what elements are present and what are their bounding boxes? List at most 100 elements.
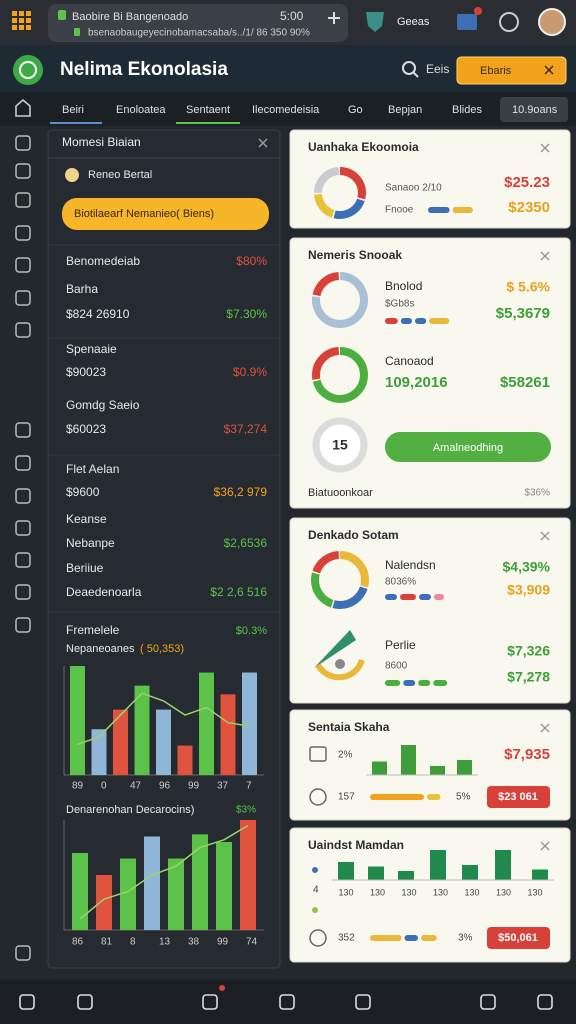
tab[interactable]: Go bbox=[348, 104, 363, 116]
nav-icon[interactable] bbox=[279, 994, 295, 1010]
home-icon[interactable] bbox=[15, 98, 31, 117]
card-title: Sentaia Skaha bbox=[308, 720, 390, 734]
sidebar-icon[interactable] bbox=[15, 617, 31, 633]
row-value: $80% bbox=[236, 254, 267, 268]
sidebar-icon[interactable] bbox=[15, 422, 31, 438]
nav-icon[interactable] bbox=[19, 994, 35, 1010]
tab[interactable]: Blides bbox=[452, 104, 482, 116]
card-icon bbox=[309, 788, 327, 806]
tab[interactable]: 10.9oans bbox=[512, 104, 558, 116]
bar bbox=[70, 666, 85, 775]
nav-icon[interactable] bbox=[355, 994, 371, 1010]
tab-pill[interactable] bbox=[500, 97, 568, 122]
menu-icon[interactable] bbox=[26, 11, 31, 16]
sidebar-icon[interactable] bbox=[15, 488, 31, 504]
bar bbox=[457, 760, 472, 775]
badge bbox=[474, 7, 482, 15]
sidebar-icon[interactable] bbox=[15, 163, 31, 179]
menu-icon[interactable] bbox=[12, 25, 17, 30]
tab[interactable]: Ilecomedeisia bbox=[252, 104, 320, 116]
x-tick-label: 130 bbox=[496, 887, 511, 897]
header-button[interactable] bbox=[456, 56, 567, 85]
sidebar-icon[interactable] bbox=[15, 584, 31, 600]
menu-icon[interactable] bbox=[19, 18, 24, 23]
row-value: $2,6536 bbox=[224, 536, 268, 550]
bar bbox=[372, 761, 387, 775]
search-icon bbox=[412, 71, 419, 78]
nav-icon[interactable] bbox=[480, 994, 496, 1010]
button-label[interactable]: $50,061 bbox=[498, 932, 538, 944]
metric-label: Bnolod bbox=[385, 279, 422, 293]
search-label[interactable]: Eeis bbox=[426, 62, 449, 76]
tab[interactable]: Bepjan bbox=[388, 104, 422, 116]
progress-segment bbox=[400, 318, 412, 324]
row-label: Beriiue bbox=[66, 561, 104, 575]
sidebar-icon[interactable] bbox=[15, 552, 31, 568]
button-label[interactable]: $23 061 bbox=[498, 791, 538, 803]
row-label: $824 26910 bbox=[66, 307, 130, 321]
value-button[interactable] bbox=[487, 927, 550, 949]
chart-subtitle-value: ( 50,353) bbox=[140, 643, 184, 655]
menu-icon[interactable] bbox=[12, 18, 17, 23]
badge bbox=[219, 985, 225, 991]
progress-segment bbox=[385, 680, 401, 686]
browser-tab[interactable] bbox=[48, 4, 348, 42]
close-icon bbox=[540, 723, 550, 733]
bar bbox=[398, 871, 414, 880]
metric-value: 109,2016 bbox=[385, 374, 448, 391]
time: 5:00 bbox=[280, 9, 304, 23]
tab-title: Baobire Bi Bangenoado bbox=[72, 11, 188, 23]
bar bbox=[401, 745, 416, 775]
sidebar-icon[interactable] bbox=[15, 290, 31, 306]
value-button[interactable] bbox=[487, 786, 550, 808]
x-tick-label: 130 bbox=[370, 887, 385, 897]
progress-segment bbox=[404, 935, 418, 941]
metric-label: Canoaod bbox=[385, 354, 434, 368]
sidebar-icon[interactable] bbox=[15, 192, 31, 208]
row-value: $0.9% bbox=[233, 365, 267, 379]
url: bsenaobaugeyecinobamacsaba/s../1/ 86 350… bbox=[88, 28, 310, 39]
sidebar-icon[interactable] bbox=[15, 520, 31, 536]
x-tick-label: 130 bbox=[401, 887, 416, 897]
sidebar-icon[interactable] bbox=[15, 455, 31, 471]
menu-icon[interactable] bbox=[26, 25, 31, 30]
bar bbox=[495, 850, 511, 880]
bar bbox=[177, 745, 193, 775]
primary-button[interactable] bbox=[62, 198, 269, 230]
close-icon bbox=[540, 531, 550, 541]
progress-segment bbox=[434, 594, 444, 600]
sidebar-icon[interactable] bbox=[15, 257, 31, 273]
menu-icon[interactable] bbox=[26, 18, 31, 23]
button-label[interactable]: Biotilaearf Nemanieo( Biens) bbox=[74, 208, 214, 220]
action-button[interactable] bbox=[385, 432, 551, 462]
tab[interactable]: Beiri bbox=[62, 104, 84, 116]
logo bbox=[19, 61, 37, 79]
tab[interactable]: Sentaent bbox=[186, 104, 230, 116]
button-label[interactable]: Amalneodhing bbox=[433, 442, 503, 454]
menu-icon[interactable] bbox=[19, 25, 24, 30]
x-tick-label: 38 bbox=[188, 937, 200, 948]
bottom-nav bbox=[0, 980, 576, 1024]
bar bbox=[72, 853, 88, 930]
menu-icon[interactable] bbox=[19, 11, 24, 16]
metric-label: 3% bbox=[458, 933, 473, 944]
metric-label: $Gb8s bbox=[385, 299, 414, 310]
nav-icon[interactable] bbox=[202, 994, 218, 1010]
sidebar-icon[interactable] bbox=[15, 945, 31, 961]
progress-segment bbox=[421, 935, 437, 941]
sidebar-icon[interactable] bbox=[15, 225, 31, 241]
nav-icon[interactable] bbox=[77, 994, 93, 1010]
menu-icon[interactable] bbox=[12, 11, 17, 16]
sidebar-icon[interactable] bbox=[15, 135, 31, 151]
progress-segment bbox=[385, 318, 398, 324]
trend-line bbox=[79, 824, 249, 920]
sidebar-icon[interactable] bbox=[15, 322, 31, 338]
mail-icon[interactable] bbox=[457, 14, 477, 30]
nav-icon[interactable] bbox=[537, 994, 553, 1010]
x-tick-label: 86 bbox=[72, 937, 84, 948]
shield-icon[interactable] bbox=[366, 12, 384, 32]
button-label[interactable]: Ebaris bbox=[480, 65, 512, 77]
tab[interactable]: Enoloatea bbox=[116, 104, 166, 116]
x-tick-label: 74 bbox=[246, 937, 258, 948]
